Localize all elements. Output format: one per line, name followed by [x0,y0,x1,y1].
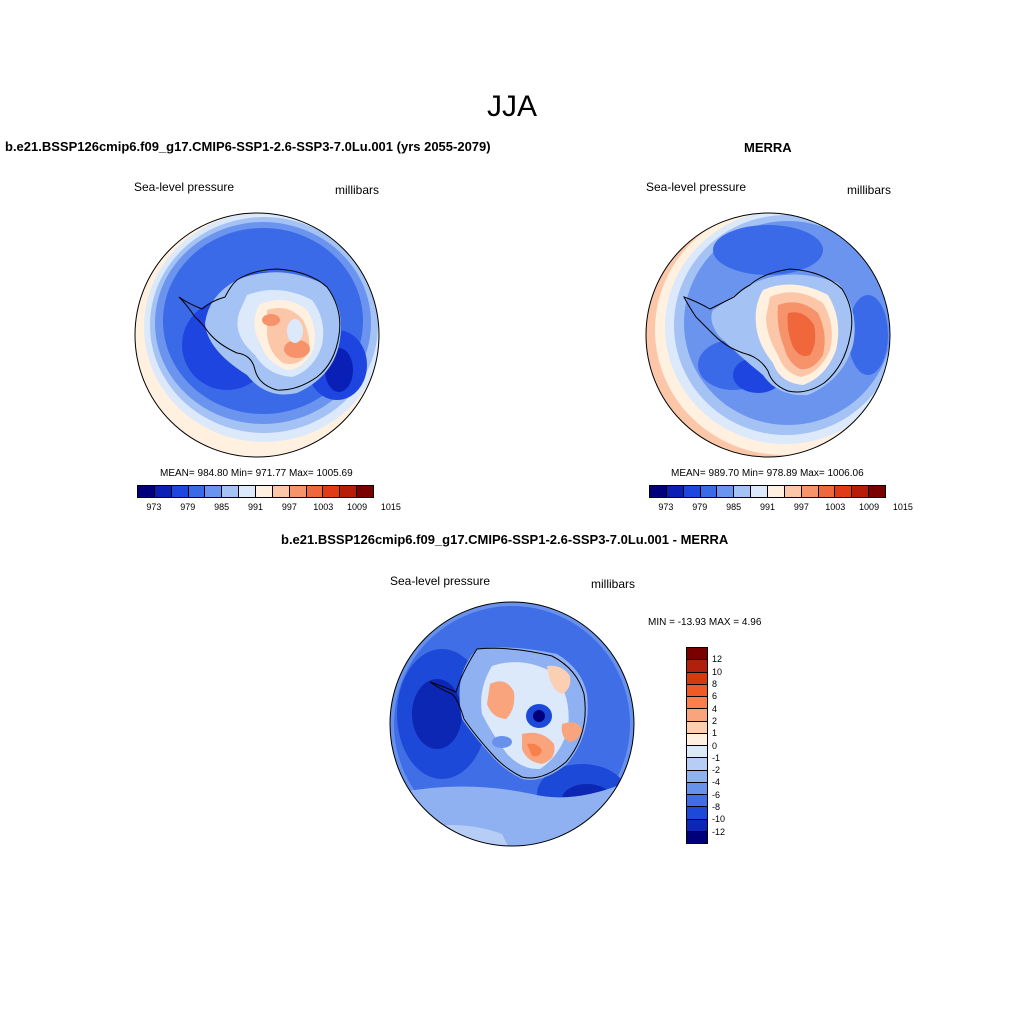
colorbar-tick-label: -6 [712,789,721,800]
panel-1-variable-label: Sea-level pressure [134,180,235,194]
colorbar-swatch [306,486,324,497]
colorbar-swatch [687,709,707,722]
colorbar-tick-label: 1015 [892,502,913,512]
colorbar-swatch [666,486,684,497]
colorbar-swatch [687,697,707,710]
colorbar-tick-label: 1009 [347,502,368,512]
colorbar-swatch [869,486,886,497]
panel-1-map [134,212,380,458]
colorbar-swatch [687,807,707,820]
colorbar-tick-label: 997 [793,502,809,512]
colorbar-swatch [784,486,802,497]
colorbar-swatch [768,486,785,497]
colorbar-swatch [687,660,707,673]
colorbar-tick-label: -10 [712,814,726,825]
panel-3-title: b.e21.BSSP126cmip6.f09_g17.CMIP6-SSP1-2.… [281,532,729,547]
panel-2-colorbar [649,485,886,498]
colorbar-swatch [687,733,707,746]
panel-2-stats: MEAN= 989.70 Min= 978.89 Max= 1006.06 [671,468,864,479]
panel-2-map [645,212,891,458]
colorbar-tick-label: 1003 [313,502,334,512]
colorbar-tick-label: 1 [712,728,718,739]
colorbar-swatch [801,486,819,497]
colorbar-swatch [154,486,172,497]
panel-2-colorbar-ticks: 973 979 985 991 997 1003 1009 1015 [649,502,913,514]
panel-3-colorbar [686,647,708,844]
colorbar-swatch [687,684,707,697]
colorbar-tick-label: -2 [712,765,721,776]
panel-3-stats: MIN = -13.93 MAX = 4.96 [648,617,762,628]
colorbar-tick-label: -4 [712,777,721,788]
colorbar-swatch [272,486,290,497]
colorbar-swatch [289,486,307,497]
colorbar-swatch [687,770,707,783]
colorbar-swatch [700,486,718,497]
panel-2-units-label: millibars [847,183,892,197]
colorbar-tick-label: 979 [692,502,708,512]
panel-2-variable-label: Sea-level pressure [646,180,747,194]
colorbar-swatch [171,486,189,497]
panel-1-colorbar [137,485,374,498]
colorbar-swatch [256,486,273,497]
colorbar-swatch [222,486,240,497]
colorbar-swatch [340,486,358,497]
panel-3-map [389,601,635,847]
panel-1-stats: MEAN= 984.80 Min= 971.77 Max= 1005.69 [160,468,353,479]
figure-title: JJA [486,90,537,123]
colorbar-tick-label: 4 [712,703,718,714]
colorbar-swatch [188,486,206,497]
colorbar-swatch [687,782,707,795]
colorbar-tick-label: 997 [281,502,297,512]
colorbar-swatch [687,721,707,734]
colorbar-swatch [687,831,707,843]
colorbar-swatch [239,486,257,497]
colorbar-swatch [751,486,769,497]
colorbar-swatch [835,486,853,497]
colorbar-tick-label: -1 [712,752,721,763]
colorbar-swatch [683,486,701,497]
panel-1-units-label: millibars [335,183,380,197]
colorbar-tick-label: 6 [712,691,718,702]
colorbar-tick-label: 12 [712,654,723,665]
colorbar-swatch [687,648,707,661]
colorbar-swatch [687,672,707,685]
colorbar-tick-label: 10 [712,666,723,677]
panel-3-colorbar-ticks: 12 10 8 6 4 2 1 0 -1 -2 -4 -6 -8 -10 -12 [712,647,742,844]
colorbar-tick-label: 973 [146,502,162,512]
colorbar-tick-label: 1015 [380,502,401,512]
colorbar-swatch [687,758,707,771]
colorbar-swatch [852,486,870,497]
colorbar-tick-label: 0 [712,740,718,751]
panel-3-variable-label: Sea-level pressure [390,574,491,588]
panel-2-title: MERRA [744,140,792,155]
colorbar-tick-label: 991 [247,502,264,512]
colorbar-swatch [818,486,836,497]
colorbar-tick-label: 1003 [825,502,846,512]
colorbar-tick-label: 1009 [859,502,880,512]
panel-1-colorbar-ticks: 973 979 985 991 997 1003 1009 1015 [137,502,401,514]
colorbar-swatch [650,486,667,497]
colorbar-tick-label: -8 [712,802,721,813]
colorbar-swatch [687,746,707,759]
panel-3-units-label: millibars [591,577,636,591]
colorbar-swatch [205,486,223,497]
colorbar-swatch [357,486,374,497]
colorbar-swatch [734,486,752,497]
colorbar-swatch [138,486,155,497]
colorbar-tick-label: 985 [214,502,230,512]
colorbar-tick-label: 985 [726,502,742,512]
colorbar-tick-label: 973 [658,502,674,512]
colorbar-tick-label: -12 [712,826,726,837]
colorbar-swatch [323,486,341,497]
colorbar-tick-label: 8 [712,678,718,689]
panel-1-title: b.e21.BSSP126cmip6.f09_g17.CMIP6-SSP1-2.… [5,139,491,154]
colorbar-tick-label: 2 [712,715,718,726]
colorbar-swatch [687,795,707,808]
colorbar-tick-label: 991 [759,502,776,512]
colorbar-swatch [687,819,707,832]
colorbar-tick-label: 979 [180,502,196,512]
colorbar-swatch [717,486,735,497]
